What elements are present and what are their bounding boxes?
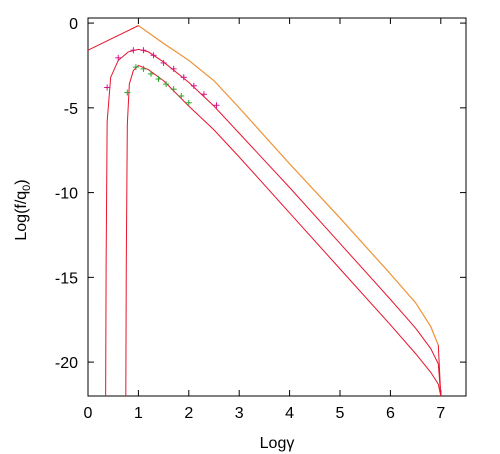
ticks: 0 1 2 3 4 5 6 7 0 -5 -10 -15 -20 — [55, 16, 466, 422]
data-point — [124, 89, 131, 96]
data-point — [155, 76, 162, 83]
data-point — [115, 54, 122, 61]
y-tick-label: 0 — [69, 16, 78, 33]
data-point — [190, 82, 197, 89]
data-point — [150, 52, 157, 59]
y-tick-label: -5 — [64, 101, 78, 118]
data-point — [148, 70, 154, 77]
x-tick-label: 7 — [436, 405, 445, 422]
data-point — [185, 99, 192, 106]
data-point — [178, 92, 185, 99]
y-axis-label: Log(f/q0) — [13, 179, 33, 240]
x-tick-label: 0 — [84, 405, 93, 422]
data-point — [132, 64, 139, 71]
x-tick-label: 3 — [235, 405, 244, 422]
data-point — [140, 65, 147, 72]
y-axis-label-close: ) — [13, 179, 30, 184]
y-axis-label-main: Log(f/q — [13, 191, 30, 241]
y-axis-label-sub: 0 — [21, 185, 33, 191]
x-tick-label: 1 — [134, 405, 143, 422]
y-tick-label: -20 — [55, 355, 78, 372]
y-tick-label: -15 — [55, 270, 78, 287]
data-point — [104, 84, 111, 91]
series-line-3 — [125, 64, 442, 397]
data-point — [180, 74, 187, 81]
data-point — [163, 81, 170, 88]
data-point — [140, 47, 147, 54]
x-axis-label: Logγ — [260, 435, 295, 452]
x-tick-label: 2 — [184, 405, 193, 422]
x-tick-label: 6 — [386, 405, 395, 422]
series-group — [87, 25, 442, 397]
data-point — [200, 91, 207, 98]
x-tick-label: 5 — [336, 405, 345, 422]
data-point — [213, 102, 220, 109]
x-tick-label: 4 — [285, 405, 294, 422]
plot-border — [87, 17, 467, 397]
marker-group — [104, 47, 220, 109]
series-line-4 — [138, 25, 439, 346]
plot-frame — [87, 17, 467, 397]
series-line-1 — [87, 25, 442, 397]
series-line-2 — [105, 48, 442, 397]
data-point — [170, 86, 177, 93]
data-point — [160, 59, 167, 66]
data-point — [130, 47, 137, 54]
data-point — [170, 65, 177, 72]
y-tick-label: -10 — [55, 186, 78, 203]
